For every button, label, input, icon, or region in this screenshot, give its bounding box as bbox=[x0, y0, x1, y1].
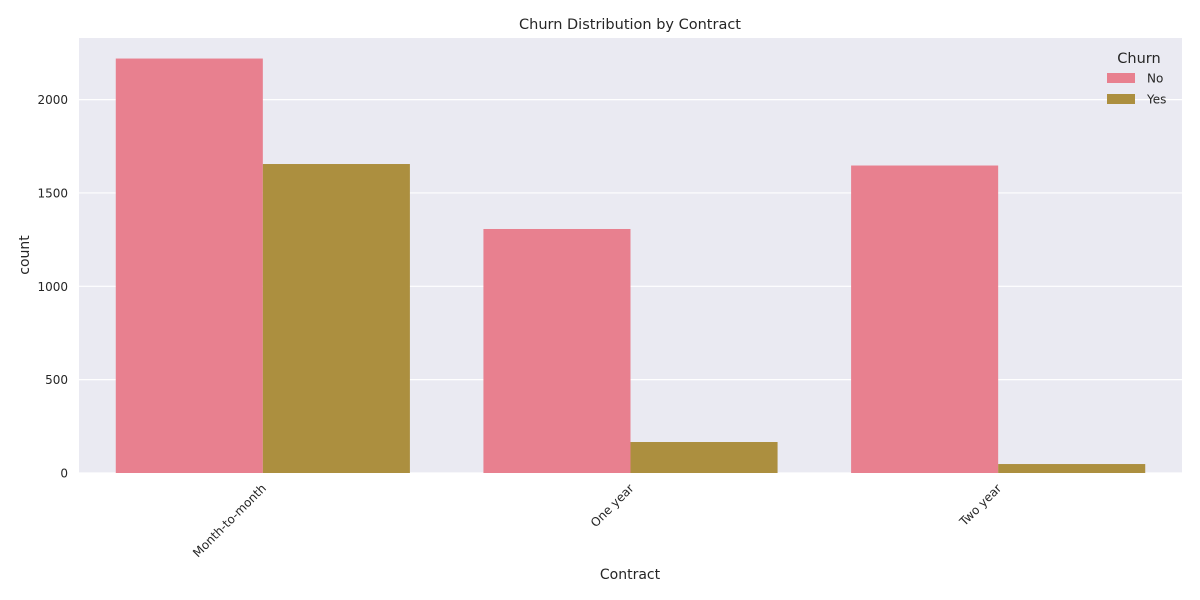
legend-items: No Yes bbox=[1107, 72, 1166, 107]
y-tick-labels: 0 500 1000 1500 2000 bbox=[37, 93, 68, 480]
y-tick-label: 500 bbox=[45, 373, 68, 387]
bar-month-to-month-no bbox=[115, 58, 263, 474]
bars bbox=[115, 58, 1146, 474]
legend-swatch-yes bbox=[1107, 94, 1135, 104]
bar-month-to-month-yes bbox=[262, 164, 410, 473]
x-tick-label: Month-to-month bbox=[190, 481, 269, 560]
chart-title: Churn Distribution by Contract bbox=[519, 17, 741, 33]
legend: Churn No Yes bbox=[1107, 51, 1166, 107]
y-tick-label: 2000 bbox=[37, 93, 68, 107]
bar-one-year-no bbox=[483, 228, 631, 473]
legend-label-no: No bbox=[1147, 72, 1163, 86]
legend-label-yes: Yes bbox=[1146, 93, 1166, 107]
x-axis-label: Contract bbox=[600, 567, 661, 583]
legend-title: Churn bbox=[1117, 51, 1160, 67]
x-tick-label: One year bbox=[588, 481, 637, 530]
y-tick-label: 1000 bbox=[37, 280, 68, 294]
bar-one-year-yes bbox=[630, 442, 778, 473]
y-tick-label: 1500 bbox=[37, 186, 68, 200]
y-axis-label: count bbox=[17, 235, 33, 275]
bar-two-year-no bbox=[851, 165, 999, 473]
x-tick-label: Two year bbox=[956, 481, 1004, 529]
bar-two-year-yes bbox=[998, 464, 1146, 473]
legend-swatch-no bbox=[1107, 73, 1135, 83]
x-tick-labels: Month-to-month One year Two year bbox=[190, 481, 1004, 560]
y-tick-label: 0 bbox=[60, 467, 68, 481]
